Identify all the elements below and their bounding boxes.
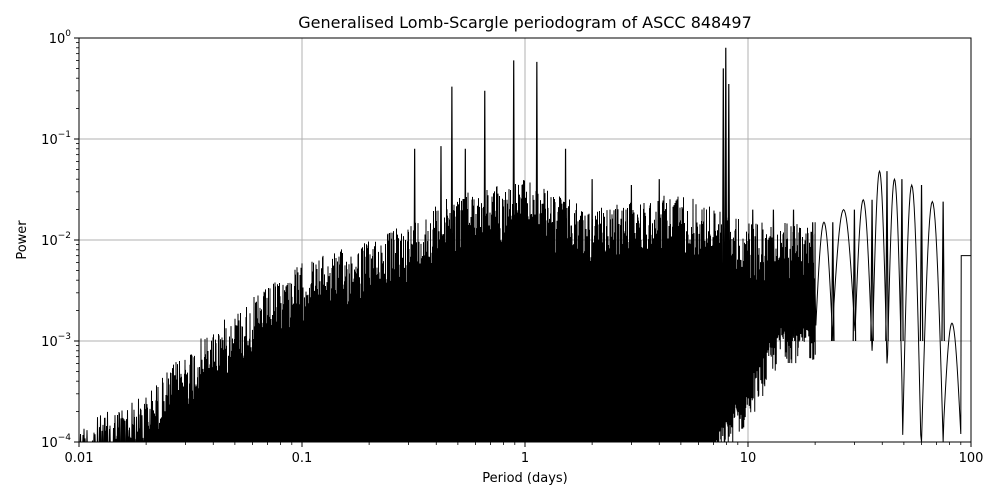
- periodogram-peak: [412, 148, 417, 443]
- periodogram-peak: [511, 60, 516, 443]
- periodogram-peak: [723, 47, 728, 405]
- periodogram-peak: [810, 222, 815, 342]
- periodogram-peak: [482, 90, 487, 443]
- periodogram-peak: [919, 185, 924, 342]
- x-axis-label: Period (days): [482, 471, 568, 486]
- periodogram-peak: [535, 61, 539, 443]
- periodogram-peak: [750, 209, 755, 363]
- y-tick-label: 100: [49, 29, 72, 47]
- periodogram-peak: [885, 171, 889, 342]
- periodogram-peak: [941, 201, 945, 342]
- periodogram-peak: [870, 199, 874, 342]
- x-tick-label: 10: [740, 451, 757, 466]
- periodogram-peak: [721, 68, 726, 409]
- periodogram-peak: [726, 84, 731, 401]
- y-tick-label: 10−2: [41, 231, 71, 249]
- chart-title: Generalised Lomb-Scargle periodogram of …: [298, 13, 752, 32]
- y-tick-label: 10−1: [41, 130, 71, 148]
- periodogram-peak: [852, 209, 857, 342]
- periodogram-peak: [463, 148, 468, 443]
- x-tick-label: 100: [959, 451, 984, 466]
- periodogram-peak: [657, 179, 662, 443]
- y-tick-label: 10−3: [41, 332, 71, 350]
- periodogram-peak: [771, 209, 776, 342]
- tick-layer: 0.01 0.1 1 10 100 10−4 10−3 10−2 10−1 100: [41, 29, 983, 466]
- periodogram-peak: [439, 146, 443, 443]
- periodogram-peak: [450, 86, 454, 443]
- x-tick-label: 0.1: [292, 451, 313, 466]
- periodogram-peak: [900, 179, 904, 342]
- power-series-line: [79, 169, 971, 443]
- x-tick-label: 0.01: [65, 451, 94, 466]
- y-axis-label: Power: [15, 220, 30, 260]
- periodogram-peak: [629, 185, 634, 443]
- y-tick-label: 10−4: [41, 433, 71, 451]
- x-tick-label: 1: [521, 451, 529, 466]
- data-layer: [79, 47, 971, 443]
- periodogram-peak: [791, 209, 796, 342]
- periodogram-peak: [590, 179, 594, 443]
- periodogram-peak: [830, 222, 835, 342]
- periodogram-peak: [563, 148, 568, 443]
